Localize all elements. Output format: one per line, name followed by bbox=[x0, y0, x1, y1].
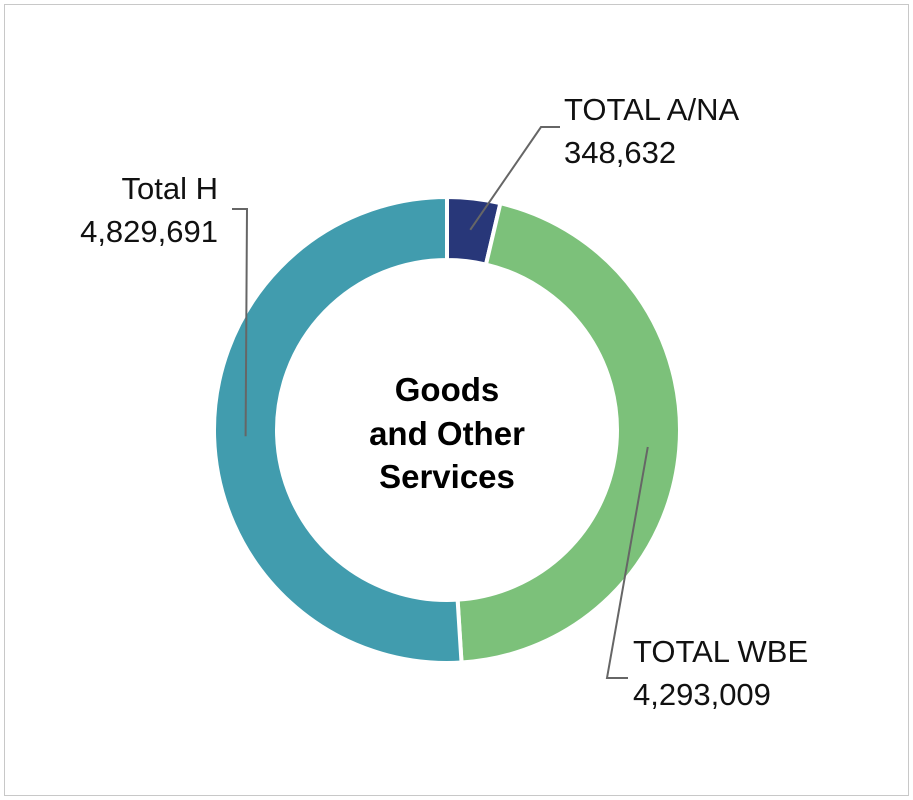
slice-value-a-na: 348,632 bbox=[564, 135, 676, 170]
leader-line-h bbox=[232, 208, 249, 437]
slice-label-a-na: TOTAL A/NA bbox=[564, 92, 739, 127]
donut-slice-total-h bbox=[212, 194, 464, 665]
donut-slice-total-wbe bbox=[455, 200, 682, 665]
leader-line-wbe bbox=[605, 446, 649, 679]
slice-value-wbe: 4,293,009 bbox=[633, 677, 771, 712]
center-title-line-2: and Other bbox=[369, 415, 525, 452]
leader-lines bbox=[232, 126, 649, 679]
donut-slices bbox=[212, 194, 682, 665]
leader-line-a-na bbox=[469, 126, 560, 231]
slice-label-h: Total H bbox=[122, 171, 218, 206]
center-title-line-1: Goods bbox=[395, 371, 500, 408]
slice-value-h: 4,829,691 bbox=[80, 214, 218, 249]
center-title-line-3: Services bbox=[379, 458, 515, 495]
slice-label-wbe: TOTAL WBE bbox=[633, 634, 808, 669]
